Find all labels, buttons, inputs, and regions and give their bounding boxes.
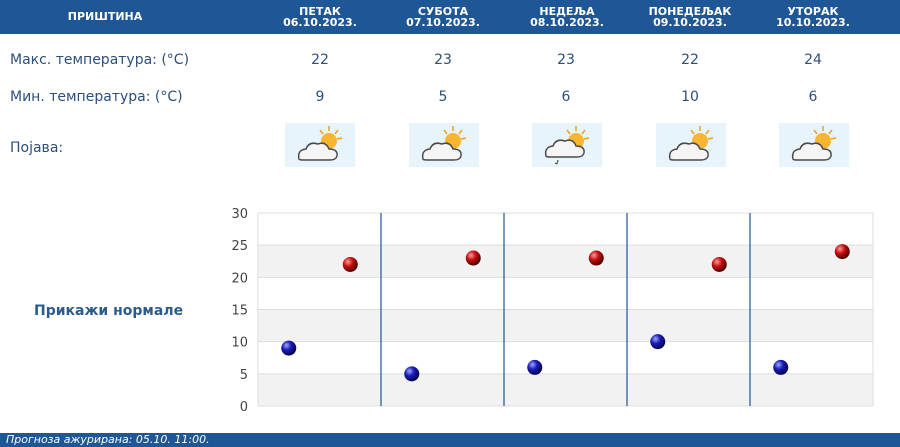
chart-band [258, 309, 873, 342]
max-temp-value: 23 [557, 52, 575, 68]
partly-cloudy-icon [409, 123, 479, 167]
footer-bar: Прогноза ажурирана: 05.10. 11:00. [0, 433, 900, 447]
y-tick-label: 25 [231, 239, 248, 254]
max-temp-point [711, 256, 727, 272]
partly-cloudy-icon [779, 123, 849, 167]
chart-band [258, 245, 873, 278]
max-temp-point [834, 244, 850, 260]
y-tick-label: 30 [231, 207, 248, 222]
phenomenon-label: Појава: [10, 140, 64, 156]
day-name: НЕДЕЉА [539, 5, 595, 18]
day-header-2: СУБОТА 07.10.2023. [378, 0, 508, 34]
day-date: 10.10.2023. [776, 16, 850, 29]
day-name: ПОНЕДЕЉАК [648, 5, 732, 18]
partly-cloudy-light-rain-icon [532, 123, 602, 167]
min-temp-value: 6 [808, 89, 818, 105]
forecast-updated-text: Прогноза ажурирана: 05.10. 11:00. [6, 433, 210, 446]
y-tick-label: 20 [231, 271, 248, 286]
min-temp-point [281, 340, 297, 356]
day-date: 07.10.2023. [406, 16, 480, 29]
min-temp-value: 9 [315, 89, 325, 105]
day-date: 06.10.2023. [283, 16, 357, 29]
max-temp-point [342, 256, 358, 272]
day-name: СУБОТА [417, 5, 469, 18]
max-temp-point [465, 250, 481, 266]
min-temp-value: 6 [561, 89, 571, 105]
day-name: УТОРАК [787, 5, 839, 18]
min-temp-value: 5 [438, 89, 448, 105]
max-temp-value: 22 [311, 52, 329, 68]
max-temp-value: 23 [434, 52, 452, 68]
forecast-header: ПРИШТИНА ПЕТАК 06.10.2023. СУБОТА 07.10.… [0, 0, 900, 34]
min-temp-value: 10 [681, 89, 699, 105]
day-date: 08.10.2023. [530, 16, 604, 29]
day-date: 09.10.2023. [653, 16, 727, 29]
temperature-chart: 0 5 10 15 20 25 30 [231, 207, 874, 415]
max-temp-label: Макс. температура: (°C) [10, 52, 190, 68]
chart-band [258, 373, 873, 406]
max-temp-value: 22 [681, 52, 699, 68]
y-tick-label: 5 [240, 368, 248, 383]
min-temp-point [773, 359, 789, 375]
day-header-4: ПОНЕДЕЉАК 09.10.2023. [625, 0, 755, 34]
min-temp-point [404, 366, 420, 382]
partly-cloudy-icon [285, 123, 355, 167]
day-name: ПЕТАК [299, 5, 341, 18]
y-tick-label: 15 [231, 304, 248, 319]
min-temp-label: Мин. температура: (°C) [10, 89, 183, 105]
min-temp-point [527, 359, 543, 375]
day-header-5: УТОРАК 10.10.2023. [748, 0, 878, 34]
show-normals-link[interactable]: Прикажи нормале [34, 303, 184, 319]
max-temp-value: 24 [804, 52, 822, 68]
min-temp-point [650, 334, 666, 350]
day-header-1: ПЕТАК 06.10.2023. [255, 0, 385, 34]
max-temp-point [588, 250, 604, 266]
city-name: ПРИШТИНА [67, 10, 143, 23]
day-header-3: НЕДЕЉА 08.10.2023. [502, 0, 632, 34]
partly-cloudy-icon [656, 123, 726, 167]
y-tick-label: 10 [231, 336, 248, 351]
y-tick-label: 0 [240, 400, 248, 415]
